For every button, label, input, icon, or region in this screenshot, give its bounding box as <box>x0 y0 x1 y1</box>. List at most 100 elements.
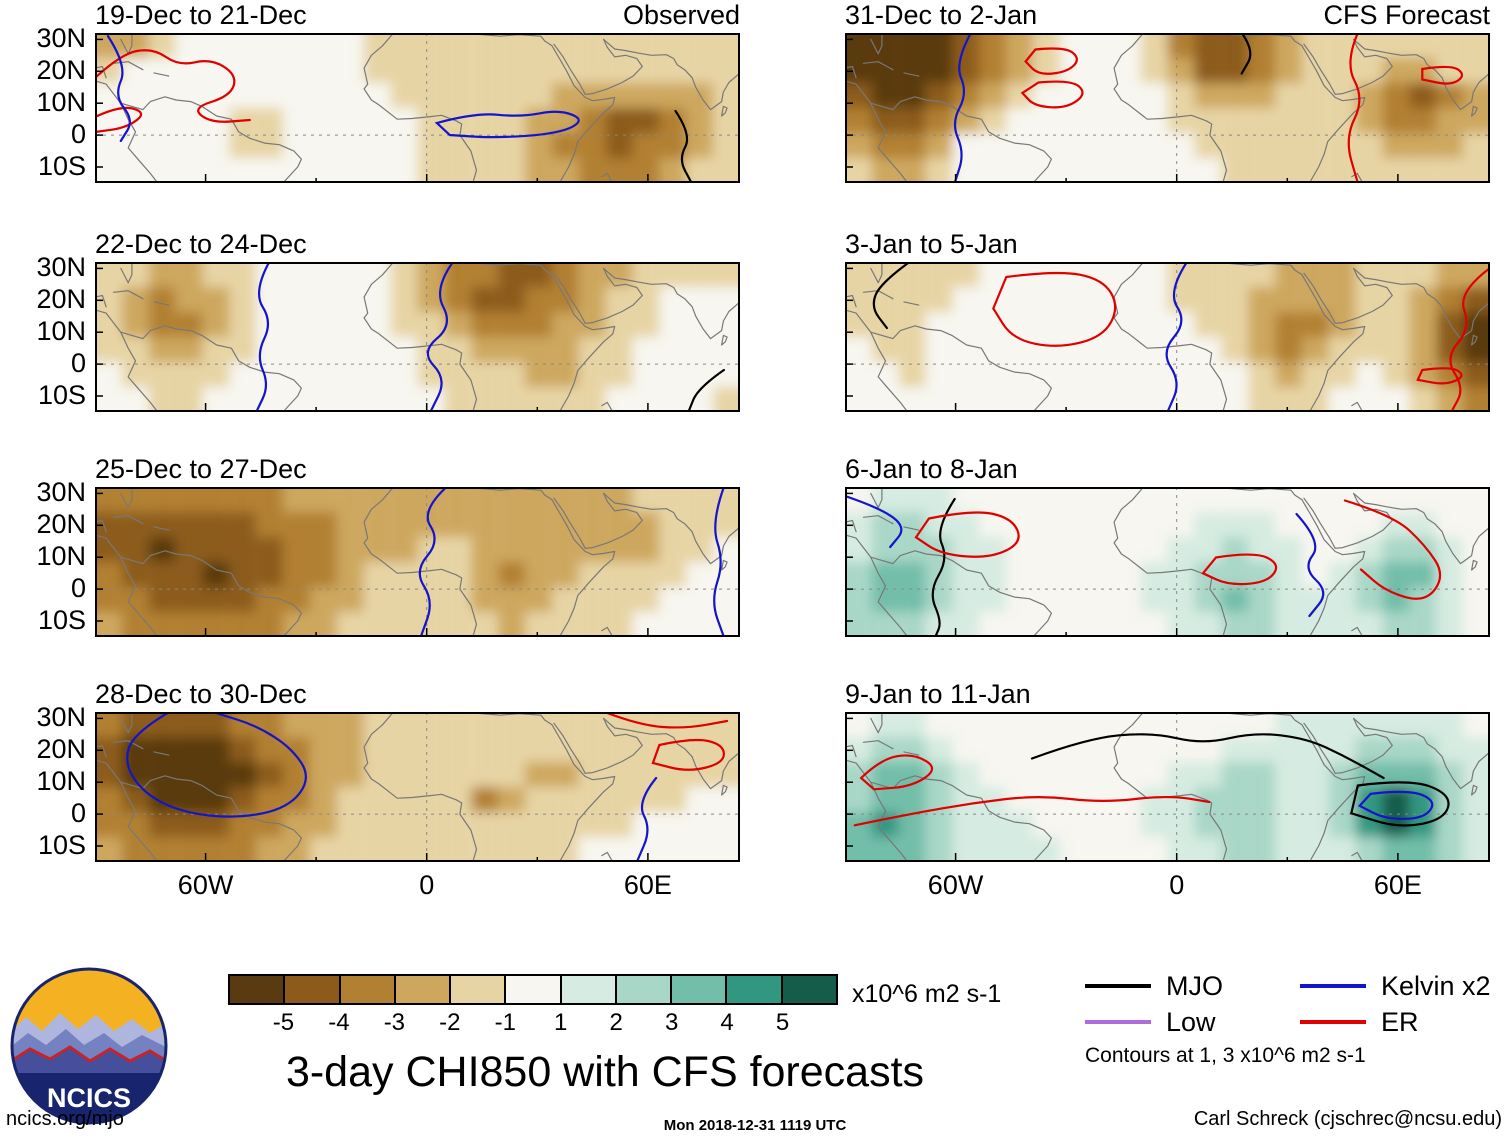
footer-site: ncics.org/mjo <box>6 1108 124 1130</box>
er-contour <box>859 754 934 791</box>
logo-red-ridge <box>11 1045 167 1065</box>
legend-line-er <box>1300 1020 1366 1024</box>
mjo-contour <box>1030 733 1385 780</box>
colorbar-tick-label: 4 <box>720 1009 734 1036</box>
panel-title-p1: 19-Dec to 21-Dec Observed <box>95 2 740 29</box>
colorbar-segment <box>283 976 339 1003</box>
map-panel-p7 <box>845 487 1490 637</box>
er-contour <box>1416 367 1463 385</box>
map-panel-p1 <box>95 33 740 183</box>
colorbar-segment <box>670 976 726 1003</box>
er-contour <box>1343 499 1442 600</box>
kelvin-contour <box>713 487 725 637</box>
logo-ring <box>10 967 168 1125</box>
kelvin-contour <box>426 262 455 412</box>
er-contour <box>1020 80 1084 109</box>
figure-title: 3-day CHI850 with CFS forecasts <box>285 1048 925 1096</box>
panel-title-p2: 22-Dec to 24-Dec <box>95 231 740 258</box>
colorbar-tick-label: -4 <box>328 1009 350 1036</box>
kelvin-contour <box>1295 512 1325 618</box>
map-panel-p2 <box>95 262 740 412</box>
kelvin-contour <box>434 110 580 139</box>
y-axis-label: 10S <box>37 151 86 182</box>
legend-line-low <box>1085 1020 1151 1024</box>
colorbar-units: x10^6 m2 s-1 <box>852 980 1002 1008</box>
mjo-contour <box>674 109 693 183</box>
colorbar-segment <box>338 976 394 1003</box>
panel-title-p5: 31-Dec to 2-Jan CFS Forecast <box>845 2 1490 29</box>
panel-date-range: 28-Dec to 30-Dec <box>95 679 307 709</box>
kelvin-contour <box>953 33 972 183</box>
mjo-contour <box>1349 781 1450 827</box>
kelvin-contour <box>635 776 658 862</box>
panel-date-range: 6-Jan to 8-Jan <box>845 454 1018 484</box>
x-axis-label: 60E <box>1373 870 1422 900</box>
er-contour <box>603 712 729 729</box>
x-axis-label: 60W <box>927 870 984 900</box>
y-axis-label: 20N <box>36 734 86 765</box>
colorbar-tick-label: -1 <box>494 1009 516 1036</box>
colorbar-tick-label: -5 <box>272 1009 295 1036</box>
kelvin-contour <box>845 494 903 549</box>
y-axis-label: 20N <box>36 284 86 315</box>
y-axis-label: 10S <box>37 830 86 861</box>
panel-title-p3: 25-Dec to 27-Dec <box>95 456 740 483</box>
map-panel-p8 <box>845 712 1490 862</box>
panel-date-range: 31-Dec to 2-Jan <box>845 0 1038 30</box>
mjo-contour <box>872 262 911 330</box>
y-axis-label: 0 <box>70 119 86 150</box>
footer-credit: Carl Schreck (cjschrec@ncsu.edu) <box>1193 1108 1502 1130</box>
mjo-contour <box>931 497 956 637</box>
er-contour <box>95 49 251 123</box>
mjo-contour <box>1240 33 1252 75</box>
panel-date-range: 25-Dec to 27-Dec <box>95 454 307 484</box>
y-axis-label: 30N <box>36 23 86 54</box>
colorbar-segment <box>614 976 671 1003</box>
y-axis-label: 10S <box>37 380 86 411</box>
colorbar-tick-label: 2 <box>609 1009 623 1036</box>
legend-label: Kelvin x2 <box>1381 971 1491 1001</box>
y-axis-label: 30N <box>36 702 86 733</box>
er-contour <box>992 271 1117 347</box>
legend-label: ER <box>1381 1007 1419 1037</box>
panel-date-range: 3-Jan to 5-Jan <box>845 229 1018 259</box>
logo-text: NCICS <box>47 1083 131 1113</box>
colorbar <box>228 974 838 1005</box>
legend-label: Low <box>1166 1007 1216 1037</box>
x-axis-label: 60W <box>177 870 234 900</box>
map-panel-p3 <box>95 487 740 637</box>
mjo-contour <box>687 368 725 412</box>
y-axis-label: 0 <box>70 573 86 604</box>
colorbar-tick-label: -3 <box>383 1009 406 1036</box>
kelvin-contour <box>1357 790 1434 821</box>
legend-line-mjo <box>1085 984 1151 988</box>
y-axis-label: 10N <box>36 766 86 797</box>
er-contour <box>1421 65 1464 85</box>
er-contour <box>95 106 143 134</box>
er-contour <box>853 795 1211 827</box>
er-contour <box>1347 33 1361 183</box>
colorbar-tick-label: 5 <box>775 1009 790 1036</box>
panel-corner-label: Observed <box>622 0 740 30</box>
colorbar-tick-label: -2 <box>439 1009 461 1036</box>
panel-date-range: 22-Dec to 24-Dec <box>95 229 307 259</box>
panel-corner-label: CFS Forecast <box>1323 0 1490 30</box>
contour-note: Contours at 1, 3 x10^6 m2 s-1 <box>1085 1044 1366 1067</box>
x-axis-label: 0 <box>1169 870 1185 900</box>
panel-title-p6: 3-Jan to 5-Jan <box>845 231 1490 258</box>
legend-label: MJO <box>1166 971 1223 1001</box>
panel-date-range: 19-Dec to 21-Dec <box>95 0 307 30</box>
footer-timestamp: Mon 2018-12-31 1119 UTC <box>663 1117 847 1134</box>
colorbar-tick-label: 1 <box>554 1009 568 1036</box>
colorbar-segment <box>449 976 505 1003</box>
er-contour <box>1201 553 1278 586</box>
y-axis-label: 0 <box>70 798 86 829</box>
y-axis-label: 30N <box>36 477 86 508</box>
er-contour <box>914 511 1020 558</box>
colorbar-segment <box>393 976 450 1003</box>
y-axis-label: 10N <box>36 541 86 572</box>
colorbar-segment <box>559 976 615 1003</box>
map-panel-p4 <box>95 712 740 862</box>
y-axis-label: 10S <box>37 605 86 636</box>
